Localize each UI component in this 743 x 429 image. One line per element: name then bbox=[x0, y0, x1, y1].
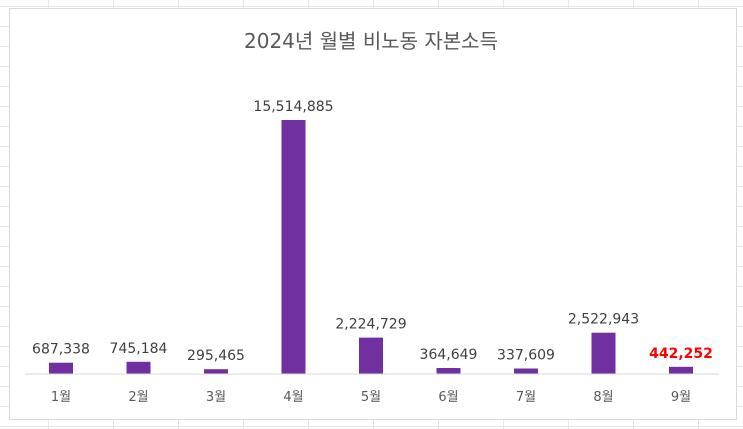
category-label-4: 4월 bbox=[283, 390, 303, 405]
category-label-8: 8월 bbox=[593, 390, 613, 405]
category-label-3: 3월 bbox=[206, 390, 226, 405]
bars-group: 687,338 1월 745,184 2월 295,465 3월 15,514,885 4월 2… bbox=[32, 99, 713, 405]
category-label-5: 5월 bbox=[361, 390, 381, 405]
data-label-5: 2,224,729 bbox=[335, 317, 406, 333]
category-label-9: 9월 bbox=[671, 390, 691, 405]
chart-title: 2024년 월별 비노동 자본소득 bbox=[244, 29, 498, 53]
bar-3[interactable] bbox=[204, 369, 228, 374]
bar-1[interactable] bbox=[49, 362, 73, 374]
bar-6[interactable] bbox=[436, 368, 461, 374]
bar-5[interactable] bbox=[359, 337, 383, 374]
bar-7[interactable] bbox=[514, 368, 538, 375]
data-label-7: 337,609 bbox=[497, 348, 555, 364]
data-label-6: 364,649 bbox=[420, 347, 478, 363]
bar-8[interactable] bbox=[591, 332, 616, 374]
bar-2[interactable] bbox=[126, 361, 151, 374]
bar-9[interactable] bbox=[669, 366, 693, 374]
category-label-2: 2월 bbox=[128, 390, 148, 405]
data-label-3: 295,465 bbox=[187, 348, 245, 364]
data-label-4: 15,514,885 bbox=[253, 99, 333, 115]
data-label-1: 687,338 bbox=[32, 342, 90, 358]
data-label-8: 2,522,943 bbox=[568, 312, 639, 328]
category-label-7: 7월 bbox=[516, 390, 536, 405]
data-label-9: 442,252 bbox=[649, 346, 713, 362]
data-label-2: 745,184 bbox=[110, 341, 168, 357]
category-label-6: 6월 bbox=[438, 390, 458, 405]
category-label-1: 1월 bbox=[51, 390, 71, 405]
bar-4[interactable] bbox=[281, 120, 306, 374]
